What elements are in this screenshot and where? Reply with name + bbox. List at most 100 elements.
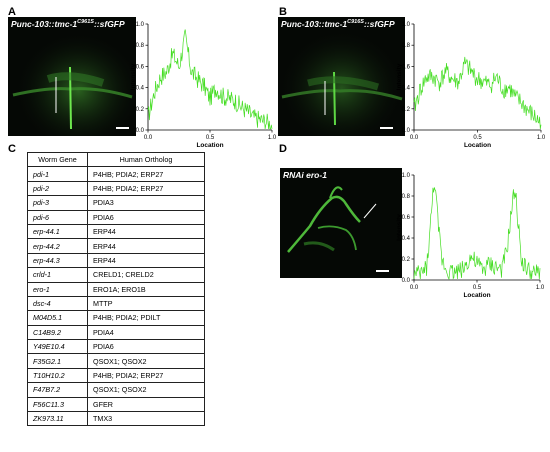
x-tick-label: 0.0 [410,135,419,141]
micrograph-d-signal [287,186,377,253]
human-ortholog-cell: PDIA6 [87,339,205,355]
scale-bar-b [380,127,393,129]
human-ortholog-cell: PDIA4 [87,324,205,341]
table-row: erp-44.2 ERP44 [27,238,205,254]
panel-letter-c: C [8,143,16,155]
worm-gene-cell: crld-1 [27,267,88,283]
x-tick-label: 1.0 [268,135,277,141]
worm-gene-cell: dsc-4 [27,295,88,312]
worm-gene-cell: ero-1 [27,281,88,297]
micrograph-b: Punc-103::tmc-1C916S::sfGFP [278,17,405,136]
worm-gene-cell: T10H10.2 [27,367,88,384]
y-tick-label: 0.4 [402,86,411,92]
panel-letter-a: A [8,6,16,18]
x-tick-label: 1.0 [537,135,546,141]
worm-gene-cell: erp-44.1 [27,223,88,240]
micrograph-b-signal [278,17,405,136]
intensity-trace [147,29,273,130]
worm-gene-cell: C14B9.2 [27,324,88,341]
human-ortholog-cell: P4HB; PDIA2; ERP27 [87,367,205,384]
x-axis-title: Location [463,292,490,299]
x-axis-title: Location [196,142,223,149]
y-tick-label: 0.8 [136,43,145,49]
y-axis-title: Intensity [130,63,137,90]
column-header-human-ortholog: Human Ortholog [87,151,205,168]
scale-bar-a [116,127,129,129]
intensity-plot-d: 0.0 0.2 0.4 0.6 0.8 1.0 0.0 0.5 1.0 Location Inten… [396,173,545,299]
y-tick-label: 0.6 [402,215,411,221]
intensity-plot-b: 0.0 0.2 0.4 0.6 0.8 1.0 0.0 0.5 1.0 Location Inten… [396,22,546,149]
human-ortholog-cell: QSOX1; QSOX2 [87,382,205,398]
y-tick-label: 0.8 [402,43,411,49]
human-ortholog-cell: ERP44 [87,252,205,269]
y-tick-label: 0.0 [136,128,145,134]
table-row: ero-1 ERO1A; ERO1B [27,281,205,297]
human-ortholog-cell: MTTP [87,295,205,312]
y-tick-label: 0.2 [136,107,145,113]
human-ortholog-cell: ERO1A; ERO1B [87,281,205,297]
table-row: F56C11.3 GFER [27,396,205,413]
table-row: dsc-4 MTTP [27,295,205,312]
ortholog-table: Worm Gene Human Ortholog pdi-1 P4HB; PDIA… [27,151,205,427]
worm-gene-cell: erp-44.2 [27,238,88,254]
scale-bar-d [376,270,389,272]
human-ortholog-cell: ERP44 [87,238,205,254]
worm-gene-cell: Y49E10.4 [27,339,88,355]
y-tick-label: 1.0 [402,22,411,28]
table-row: pdi-2 P4HB; PDIA2; ERP27 [27,180,205,197]
y-tick-label: 1.0 [136,22,145,28]
human-ortholog-cell: ERP44 [87,223,205,240]
intensity-trace [413,187,541,280]
human-ortholog-cell: P4HB; PDIA2; ERP27 [87,166,205,182]
x-tick-label: 0.0 [144,135,153,141]
human-ortholog-cell: CRELD1; CRELD2 [87,267,205,283]
table-row: ZK973.11 TMX3 [27,411,205,427]
micrograph-d: RNAi ero-1 [280,168,402,278]
table-row: F35G2.1 QSOX1; QSOX2 [27,353,205,369]
worm-gene-cell: pdi-1 [27,166,88,182]
table-row: pdi-3 PDIA3 [27,195,205,211]
worm-gene-cell: F35G2.1 [27,353,88,369]
table-row: pdi-6 PDIA6 [27,209,205,225]
y-tick-label: 0.8 [402,194,411,200]
x-tick-label: 0.5 [473,135,482,141]
micrograph-b-label: Punc-103::tmc-1C916S::sfGFP [281,19,395,29]
x-tick-label: 0.5 [206,135,215,141]
human-ortholog-cell: GFER [87,396,205,413]
worm-gene-cell: F47B7.2 [27,382,88,398]
human-ortholog-cell: PDIA3 [87,195,205,211]
table-row: T10H10.2 P4HB; PDIA2; ERP27 [27,367,205,384]
x-tick-label: 0.5 [473,285,482,291]
table-row: M04D5.1 P4HB; PDIA2; PDILT [27,310,205,326]
table-row: erp-44.1 ERP44 [27,223,205,240]
micrograph-a-signal [8,17,136,136]
panel-letter-d: D [279,143,287,155]
y-tick-label: 0.2 [402,107,411,113]
worm-gene-cell: erp-44.3 [27,252,88,269]
y-tick-label: 1.0 [402,173,411,179]
table-row: C14B9.2 PDIA4 [27,324,205,341]
y-axis-title: Intensity [396,63,403,90]
x-tick-label: 0.0 [410,285,419,291]
y-tick-label: 0.4 [402,236,411,242]
human-ortholog-cell: TMX3 [87,411,205,427]
y-tick-label: 0.2 [402,257,411,263]
table-header-row: Worm Gene Human Ortholog [27,151,205,168]
table-row: crld-1 CRELD1; CRELD2 [27,267,205,283]
y-tick-label: 0.6 [136,64,145,70]
human-ortholog-cell: P4HB; PDIA2; PDILT [87,310,205,326]
micrograph-d-label: RNAi ero-1 [283,170,327,180]
worm-gene-cell: pdi-3 [27,195,88,211]
worm-gene-cell: ZK973.11 [27,411,88,427]
x-axis-title: Location [464,142,491,149]
y-tick-label: 0.4 [136,86,145,92]
worm-gene-cell: M04D5.1 [27,310,88,326]
ortholog-table-body: pdi-1 P4HB; PDIA2; ERP27 pdi-2 P4HB; PDIA2;… [27,166,205,427]
y-tick-label: 0.0 [402,128,411,134]
table-row: Y49E10.4 PDIA6 [27,339,205,355]
intensity-trace [413,56,542,129]
y-axis-title: Intensity [396,214,403,241]
y-tick-label: 0.0 [402,278,411,284]
worm-gene-cell: pdi-2 [27,180,88,197]
intensity-plot-a: 0.0 0.2 0.4 0.6 0.8 1.0 0.0 0.5 1.0 Location Inten… [130,22,277,149]
